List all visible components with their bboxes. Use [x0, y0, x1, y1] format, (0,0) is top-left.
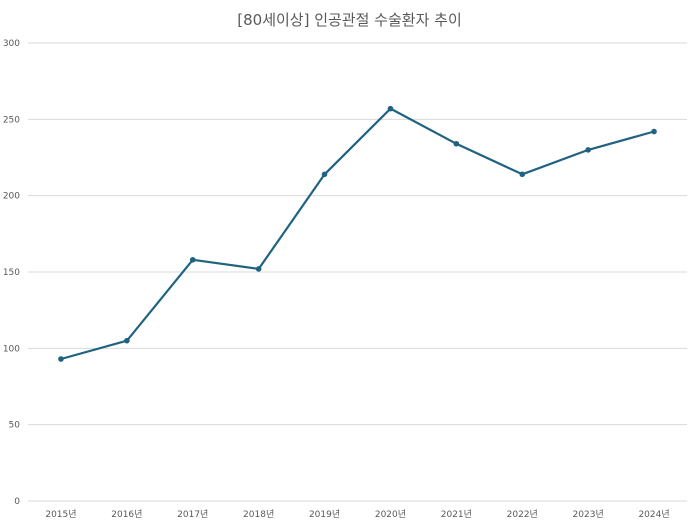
data-point	[585, 147, 591, 153]
y-tick-label: 300	[3, 39, 20, 49]
y-tick-label: 150	[3, 268, 20, 278]
y-tick-label: 50	[9, 421, 21, 431]
x-tick-label: 2024년	[638, 509, 669, 520]
data-point	[321, 171, 328, 178]
x-tick-label: 2020년	[375, 509, 406, 520]
chart-title: [80세이상] 인공관절 수술환자 추이	[237, 11, 462, 29]
data-point	[453, 140, 460, 147]
series-line-group	[59, 107, 656, 361]
data-point	[519, 171, 526, 178]
data-point	[387, 105, 394, 112]
x-tick-label: 2019년	[309, 509, 340, 520]
x-axis-ticks: 2015년 2016년 2017년 2018년 2019년 2020년 2021년 2022년…	[45, 509, 669, 520]
grid-lines	[28, 42, 687, 502]
x-tick-label: 2022년	[507, 509, 538, 520]
x-tick-label: 2015년	[45, 509, 76, 520]
x-tick-label: 2021년	[441, 509, 472, 520]
y-tick-label: 250	[3, 115, 20, 125]
x-tick-label: 2018년	[243, 509, 274, 520]
data-point	[255, 266, 262, 272]
series-line	[59, 107, 656, 361]
y-tick-label: 0	[14, 497, 20, 507]
y-axis-ticks: 0 50 100 150 200 250 300	[3, 39, 20, 507]
data-point	[124, 337, 130, 344]
series-points	[58, 105, 657, 362]
y-tick-label: 100	[3, 344, 20, 354]
y-tick-label: 200	[3, 192, 20, 202]
data-point	[651, 128, 657, 135]
data-point	[58, 356, 64, 362]
x-tick-label: 2023년	[573, 509, 604, 520]
data-point	[189, 256, 196, 263]
x-tick-label: 2017년	[177, 509, 208, 520]
x-tick-label: 2016년	[111, 509, 142, 520]
